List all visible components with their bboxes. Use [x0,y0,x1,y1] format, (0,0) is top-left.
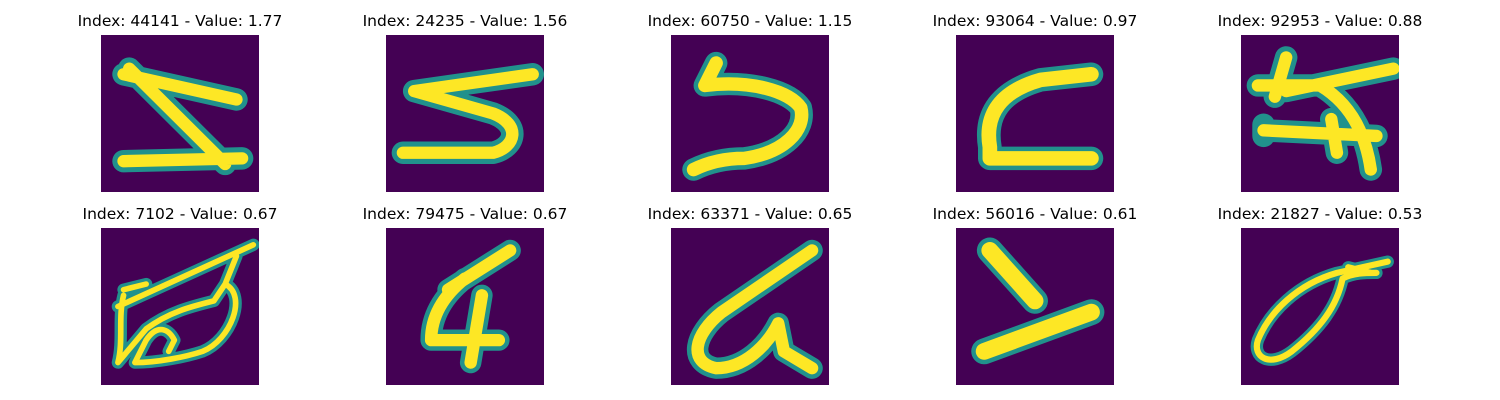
panel-title: Index: 7102 - Value: 0.67 [82,205,278,223]
panel-title: Index: 56016 - Value: 0.61 [932,205,1138,223]
digit-panel: Index: 7102 - Value: 0.67 [65,204,295,385]
digit-image [671,35,829,192]
digit-panel: Index: 44141 - Value: 1.77 [65,11,295,192]
panel-title: Index: 92953 - Value: 0.88 [1217,12,1423,30]
panel-title: Index: 79475 - Value: 0.67 [362,205,568,223]
digit-panel: Index: 92953 - Value: 0.88 [1205,11,1435,192]
digit-image [101,35,259,192]
panel-title: Index: 44141 - Value: 1.77 [77,12,283,30]
panel-title: Index: 63371 - Value: 0.65 [647,205,853,223]
digit-panel: Index: 60750 - Value: 1.15 [635,11,865,192]
panel-title: Index: 21827 - Value: 0.53 [1217,205,1423,223]
digit-image [101,228,259,385]
digit-panel: Index: 56016 - Value: 0.61 [920,204,1150,385]
digit-panel: Index: 93064 - Value: 0.97 [920,11,1150,192]
digit-image [671,228,829,385]
digit-panel: Index: 24235 - Value: 1.56 [350,11,580,192]
digit-image [386,35,544,192]
digit-panel: Index: 63371 - Value: 0.65 [635,204,865,385]
panel-title: Index: 93064 - Value: 0.97 [932,12,1138,30]
digit-image [956,228,1114,385]
digit-panel: Index: 79475 - Value: 0.67 [350,204,580,385]
digit-image [1241,35,1399,192]
panel-title: Index: 24235 - Value: 1.56 [362,12,568,30]
digit-image [386,228,544,385]
panel-title: Index: 60750 - Value: 1.15 [647,12,853,30]
digit-panel: Index: 21827 - Value: 0.53 [1205,204,1435,385]
digit-image [1241,228,1399,385]
digit-image [956,35,1114,192]
